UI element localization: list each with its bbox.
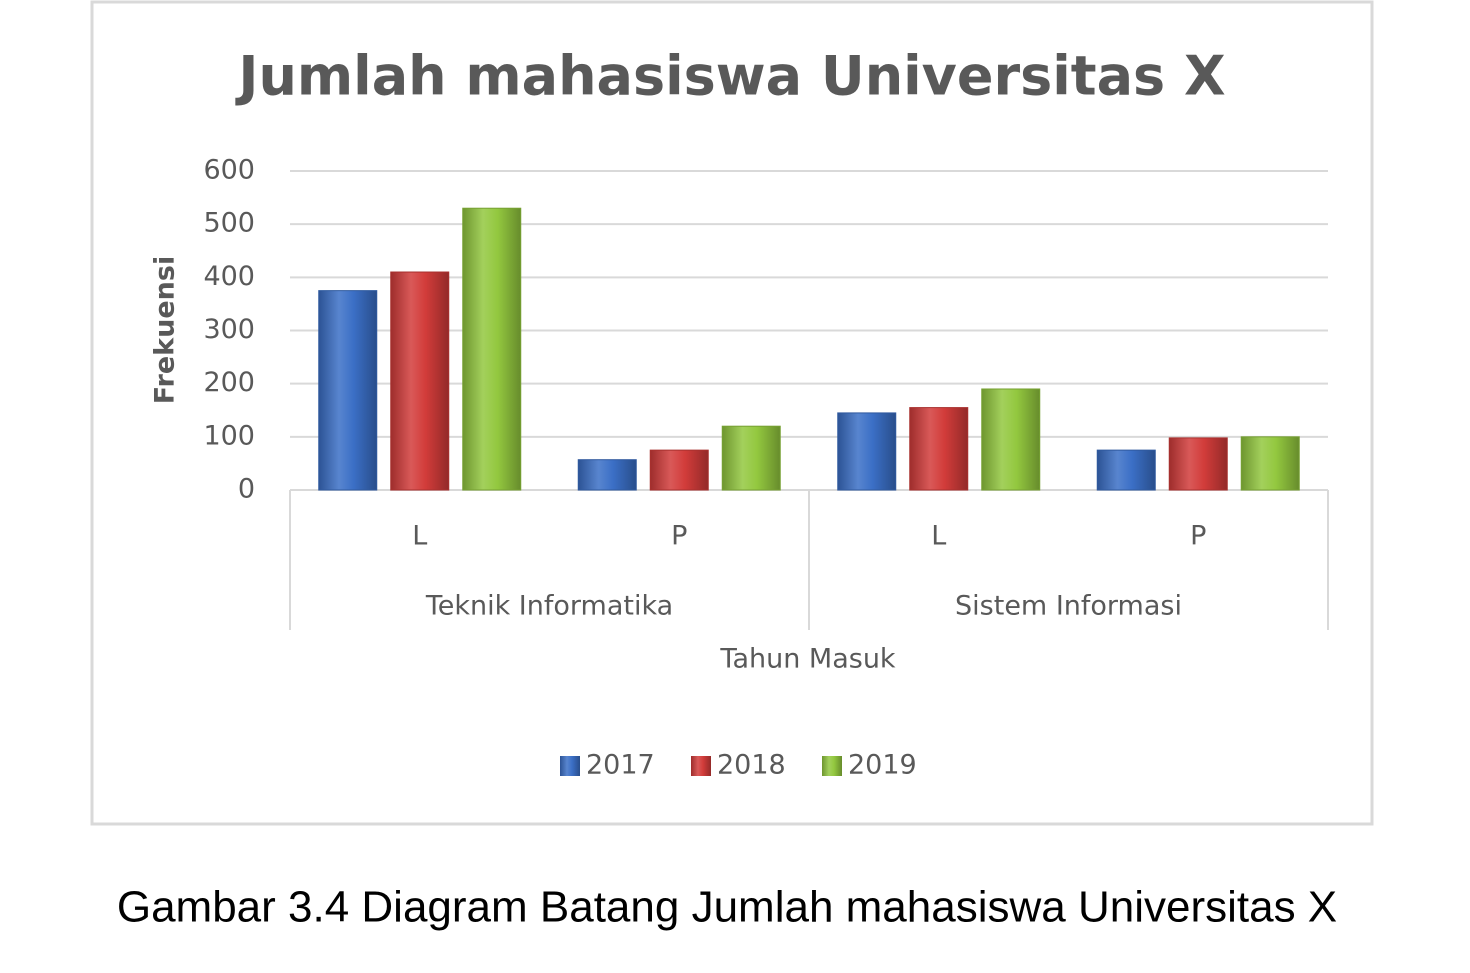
y-axis-title: Frekuensi [150, 256, 181, 404]
y-tick-label: 200 [203, 367, 255, 398]
bar [390, 271, 450, 491]
legend-label: 2018 [717, 750, 786, 781]
bar [1096, 449, 1156, 491]
legend-swatch [691, 756, 711, 776]
legend-label: 2019 [848, 750, 917, 781]
chart-title: Jumlah mahasiswa Universitas X [234, 45, 1225, 108]
bar [577, 459, 637, 491]
group-label: Sistem Informasi [955, 591, 1182, 622]
legend-swatch [822, 756, 842, 776]
bar [1168, 437, 1228, 491]
y-tick-label: 400 [203, 261, 255, 292]
y-tick-label: 100 [203, 420, 255, 451]
group-label: Teknik Informatika [425, 591, 673, 622]
legend-label: 2017 [586, 750, 655, 781]
bar [721, 425, 781, 491]
y-tick-label: 600 [203, 155, 255, 186]
chart-frame [90, 0, 1374, 826]
y-tick-label: 0 [238, 474, 255, 505]
bar [909, 407, 969, 491]
bar [462, 207, 522, 491]
y-tick-label: 500 [203, 208, 255, 239]
bar [981, 388, 1041, 491]
bar [318, 290, 378, 491]
x-axis-title: Tahun Masuk [719, 644, 896, 675]
bar [649, 449, 709, 491]
caption: Gambar 3.4 Diagram Batang Jumlah mahasis… [117, 883, 1337, 932]
x-tick-label: L [412, 521, 427, 552]
legend-swatch [560, 756, 580, 776]
bar [837, 412, 897, 491]
y-tick-label: 300 [203, 314, 255, 345]
x-tick-label: P [671, 521, 687, 552]
bar [1240, 436, 1300, 491]
x-tick-label: L [931, 521, 946, 552]
x-tick-label: P [1190, 521, 1206, 552]
